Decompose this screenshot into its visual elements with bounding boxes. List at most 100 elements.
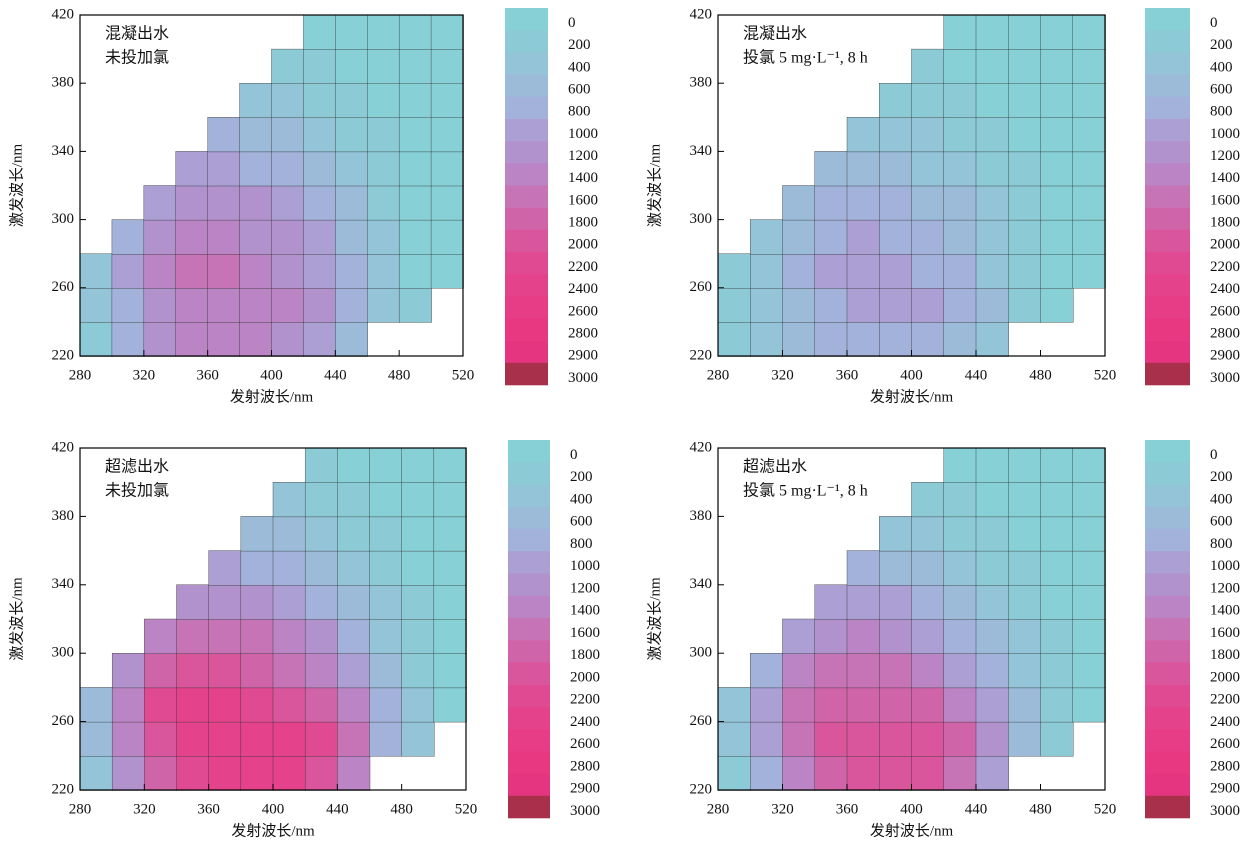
contour-cell — [430, 117, 464, 153]
contour-cell — [750, 653, 784, 689]
contour-cell — [175, 253, 209, 289]
contour-cell — [846, 618, 880, 654]
contour-cell — [304, 618, 339, 654]
contour-cell — [337, 584, 371, 620]
contour-cell — [879, 550, 913, 586]
x-tick-label: 480 — [1029, 367, 1052, 383]
x-tick-label: 400 — [260, 367, 283, 383]
contour-cell — [271, 287, 305, 323]
contour-cell — [367, 287, 400, 323]
colorbar-band — [1145, 141, 1190, 164]
colorbar-label: 400 — [568, 59, 591, 75]
y-axis-label: 激发波长/nm — [646, 577, 663, 661]
contour-cell — [1072, 447, 1106, 483]
contour-cell — [239, 185, 273, 221]
contour-cell — [1072, 219, 1106, 255]
contour-cell — [1008, 721, 1042, 757]
contour-cell — [814, 653, 848, 689]
colorbar-label: 1200 — [570, 580, 600, 596]
contour-cell — [1040, 721, 1074, 757]
contour-cell — [975, 687, 1009, 723]
colorbar-label: 1000 — [570, 558, 600, 574]
colorbar-band — [1145, 229, 1190, 253]
colorbar-label: 2200 — [568, 259, 598, 275]
x-tick-label: 360 — [836, 367, 859, 383]
contour-cell — [1040, 482, 1074, 518]
contour-cell — [846, 584, 880, 620]
contour-cell — [304, 482, 339, 518]
contour-cell — [369, 687, 403, 723]
contour-cell — [239, 82, 273, 118]
colorbar-label: 200 — [1210, 469, 1233, 485]
contour-cell — [1072, 82, 1106, 118]
contour-cell — [304, 516, 339, 552]
contour-cell — [846, 321, 880, 357]
colorbar-band — [505, 74, 548, 98]
contour-cell — [1072, 584, 1106, 620]
colorbar-band — [1145, 440, 1190, 463]
annotation: 未投加氯 — [105, 482, 169, 500]
colorbar-band — [1145, 706, 1190, 730]
x-tick-label: 520 — [1094, 367, 1117, 383]
contour-cell — [879, 82, 913, 118]
contour-cell — [335, 117, 368, 153]
colorbar-label: 400 — [570, 491, 593, 507]
x-tick-label: 360 — [196, 367, 219, 383]
contour-cell — [750, 755, 784, 791]
contour-cell — [814, 584, 848, 620]
colorbar-band — [1145, 662, 1190, 685]
contour-cell — [337, 447, 371, 483]
contour-cell — [304, 721, 339, 757]
contour-cell — [782, 185, 816, 221]
contour-cell — [272, 584, 306, 620]
y-tick-label: 300 — [52, 645, 75, 661]
colorbar-band — [1145, 551, 1190, 574]
colorbar-label: 2600 — [570, 736, 600, 752]
contour-cell — [879, 287, 913, 323]
colorbar-band — [1145, 595, 1190, 619]
colorbar-label: 0 — [568, 15, 576, 31]
contour-cell — [1072, 516, 1106, 552]
contour-cell — [272, 755, 306, 791]
contour-cell — [239, 321, 273, 357]
y-tick-label: 420 — [52, 439, 75, 455]
y-tick-label: 340 — [690, 143, 713, 159]
contour-cell — [975, 618, 1009, 654]
contour-cell — [207, 321, 241, 357]
contour-cell — [303, 82, 337, 118]
contour-cell — [304, 653, 339, 689]
contour-cell — [401, 550, 435, 586]
contour-cell — [111, 755, 146, 791]
y-tick-label: 220 — [52, 781, 75, 797]
y-tick-label: 300 — [52, 211, 75, 227]
contour-cell — [337, 653, 371, 689]
y-tick-label: 260 — [690, 279, 713, 295]
contour-cell — [717, 253, 751, 289]
contour-cell — [911, 219, 945, 255]
annotation: 超滤出水 — [743, 458, 807, 476]
colorbar-label: 1200 — [1210, 148, 1240, 164]
colorbar-band — [505, 30, 548, 53]
contour-cell — [1040, 516, 1074, 552]
contour-cell — [975, 48, 1009, 84]
colorbar-label: 2200 — [570, 692, 600, 708]
contour-cell — [750, 321, 784, 357]
colorbar-band — [508, 662, 550, 685]
colorbar-label: 800 — [1210, 104, 1233, 120]
contour-cell — [335, 321, 368, 357]
contour-cell — [911, 253, 945, 289]
colorbar-band — [505, 52, 548, 75]
contour-cell — [782, 755, 816, 791]
contour-cell — [335, 185, 368, 221]
contour-cell — [846, 755, 880, 791]
colorbar-band — [508, 484, 550, 508]
colorbar-band — [1145, 795, 1190, 819]
contour-cell — [814, 253, 848, 289]
contour-cell — [911, 482, 945, 518]
contour-cell — [911, 721, 945, 757]
contour-cell — [175, 321, 209, 357]
contour-cell — [303, 253, 337, 289]
contour-cell — [208, 550, 242, 586]
contour-cell — [207, 117, 241, 153]
contour-cell — [79, 687, 113, 723]
